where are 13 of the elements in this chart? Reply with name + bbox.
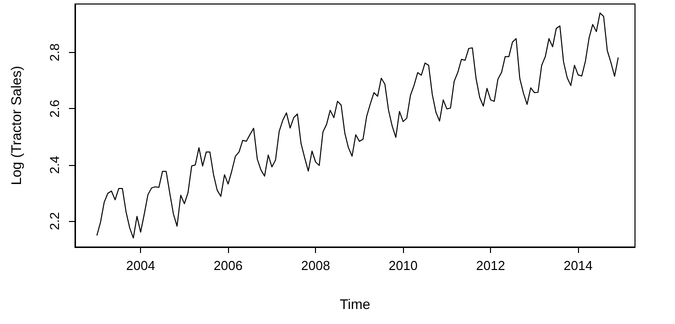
y-tick-label: 2.6 (47, 100, 62, 118)
y-axis-title: Log (Tractor Sales) (8, 66, 24, 186)
y-tick-label: 2.2 (47, 212, 62, 230)
x-axis-title: Time (340, 296, 371, 312)
x-tick-label: 2008 (301, 258, 330, 273)
x-tick-label: 2004 (126, 258, 156, 273)
x-tick-label: 2012 (476, 258, 506, 273)
line-series (96, 12, 619, 238)
y-tick-label: 2.4 (47, 156, 62, 174)
x-tick-label: 2010 (388, 258, 418, 273)
x-tick-label: 2014 (564, 258, 593, 273)
y-tick-label: 2.8 (47, 43, 62, 62)
x-tick-label: 2006 (214, 258, 243, 273)
